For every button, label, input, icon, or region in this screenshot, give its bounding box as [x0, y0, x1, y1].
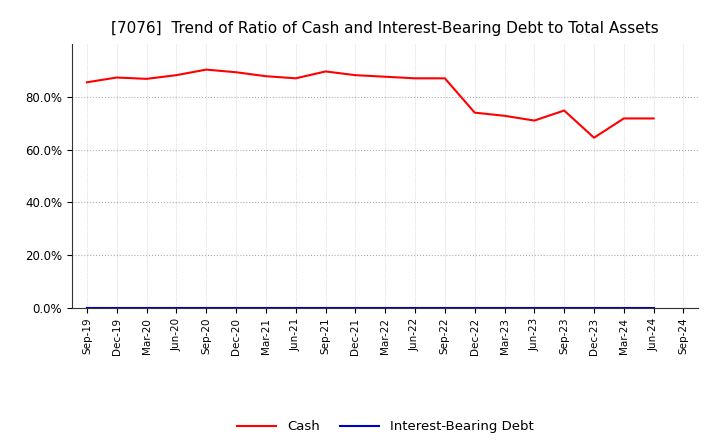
Interest-Bearing Debt [530, 305, 539, 311]
Cash [172, 73, 181, 78]
Cash [232, 70, 240, 75]
Interest-Bearing Debt [381, 305, 390, 311]
Cash [292, 76, 300, 81]
Interest-Bearing Debt [500, 305, 509, 311]
Cash [381, 74, 390, 79]
Line: Cash: Cash [87, 70, 654, 138]
Interest-Bearing Debt [83, 305, 91, 311]
Legend: Cash, Interest-Bearing Debt: Cash, Interest-Bearing Debt [232, 415, 539, 439]
Cash [112, 75, 121, 80]
Cash [470, 110, 479, 115]
Interest-Bearing Debt [143, 305, 151, 311]
Interest-Bearing Debt [172, 305, 181, 311]
Interest-Bearing Debt [321, 305, 330, 311]
Cash [649, 116, 658, 121]
Title: [7076]  Trend of Ratio of Cash and Interest-Bearing Debt to Total Assets: [7076] Trend of Ratio of Cash and Intere… [112, 21, 659, 36]
Interest-Bearing Debt [590, 305, 598, 311]
Interest-Bearing Debt [292, 305, 300, 311]
Cash [321, 69, 330, 74]
Cash [202, 67, 210, 72]
Cash [410, 76, 419, 81]
Cash [261, 73, 270, 79]
Cash [441, 76, 449, 81]
Cash [143, 76, 151, 81]
Cash [351, 73, 360, 78]
Interest-Bearing Debt [649, 305, 658, 311]
Interest-Bearing Debt [410, 305, 419, 311]
Interest-Bearing Debt [560, 305, 569, 311]
Cash [590, 135, 598, 140]
Interest-Bearing Debt [619, 305, 628, 311]
Interest-Bearing Debt [112, 305, 121, 311]
Cash [83, 80, 91, 85]
Cash [500, 113, 509, 118]
Cash [530, 118, 539, 123]
Interest-Bearing Debt [351, 305, 360, 311]
Cash [560, 108, 569, 113]
Interest-Bearing Debt [232, 305, 240, 311]
Interest-Bearing Debt [470, 305, 479, 311]
Interest-Bearing Debt [441, 305, 449, 311]
Interest-Bearing Debt [261, 305, 270, 311]
Cash [619, 116, 628, 121]
Interest-Bearing Debt [202, 305, 210, 311]
